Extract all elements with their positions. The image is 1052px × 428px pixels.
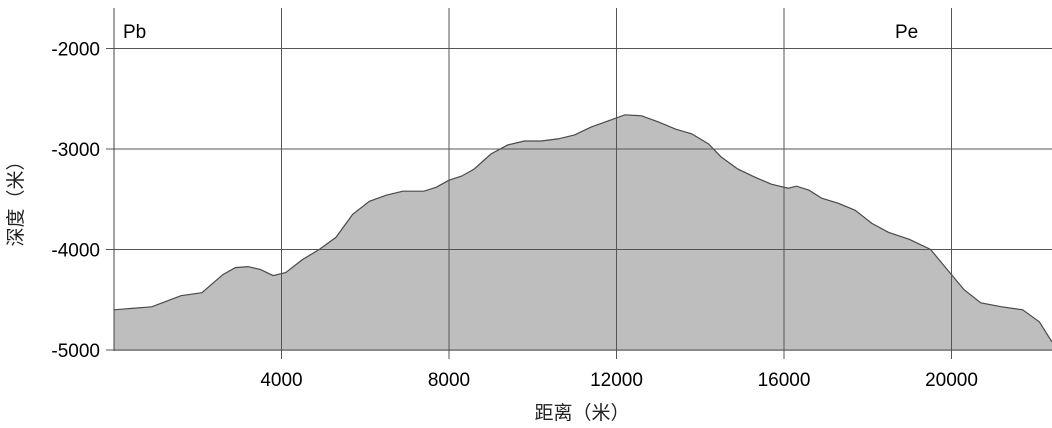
- y-tick-label: -2000: [51, 40, 100, 61]
- y-tick-label: -5000: [51, 341, 100, 362]
- annotation-pe: Pe: [895, 22, 918, 43]
- y-tick-label: -4000: [51, 241, 100, 262]
- x-tick-label: 12000: [590, 370, 643, 391]
- area-layer: [113, 114, 1052, 351]
- x-tick-label: 16000: [758, 370, 811, 391]
- x-axis-title: 距离（米）: [534, 402, 629, 424]
- grid-layer: [106, 8, 1052, 359]
- y-tick-label: -3000: [51, 140, 100, 161]
- x-tick-label: 20000: [925, 370, 978, 391]
- annotation-pb: Pb: [123, 22, 146, 43]
- x-tick-label: 8000: [428, 370, 470, 391]
- label-layer: 4000 8000 12000 16000 20000 -2000 -3000 -4000 -5…: [51, 40, 978, 392]
- x-tick-label: 4000: [260, 370, 302, 391]
- depth-profile-line: [113, 114, 1052, 343]
- depth-area: [114, 114, 1052, 351]
- y-axis-title: 深度（米）: [5, 151, 27, 246]
